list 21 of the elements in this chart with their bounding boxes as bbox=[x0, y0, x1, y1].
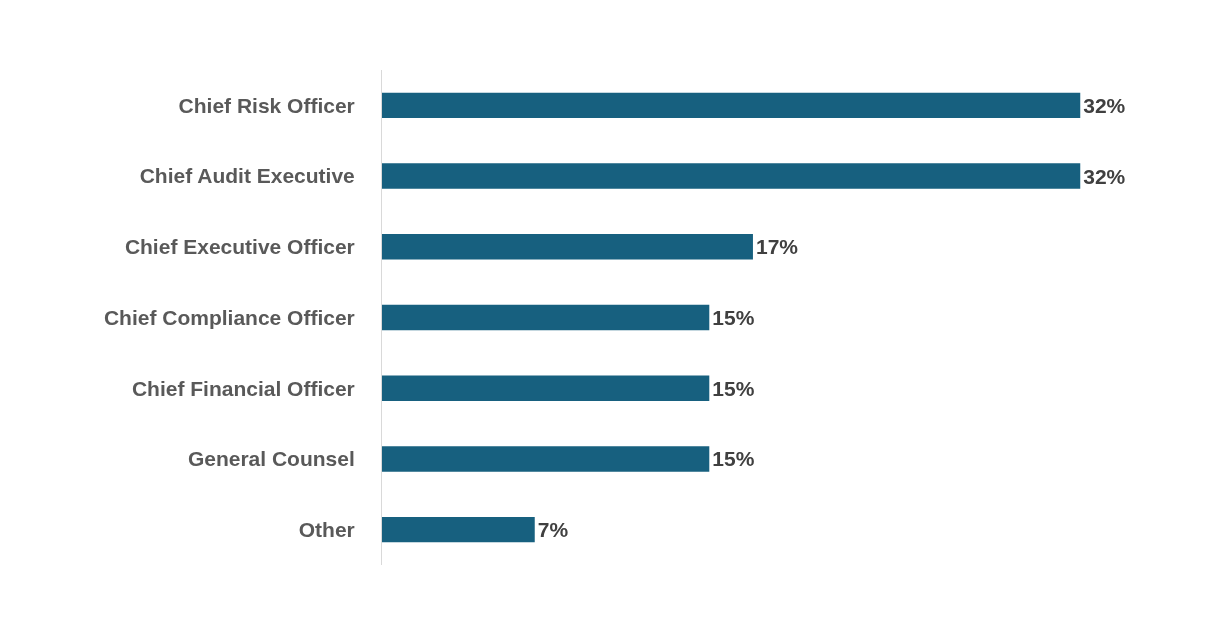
y-tick-label: Chief Risk Officer bbox=[178, 93, 355, 117]
data-label: 17% bbox=[755, 235, 799, 259]
y-tick-label: Chief Executive Officer bbox=[124, 235, 355, 259]
y-tick-label: Chief Financial Officer bbox=[131, 376, 355, 400]
data-label: 32% bbox=[1083, 164, 1126, 188]
y-tick-label: Chief Audit Executive bbox=[139, 164, 355, 188]
y-tick-label: Other bbox=[298, 517, 355, 541]
bar bbox=[382, 516, 535, 543]
bar bbox=[382, 234, 753, 260]
bar bbox=[382, 446, 710, 472]
bar bbox=[382, 163, 1081, 189]
y-tick-label: Chief Compliance Officer bbox=[103, 305, 355, 329]
data-label: 15% bbox=[712, 447, 755, 471]
data-label: 32% bbox=[1083, 93, 1126, 117]
bar bbox=[382, 92, 1081, 119]
data-label: 7% bbox=[537, 518, 569, 542]
y-tick-label: General Counsel bbox=[187, 447, 355, 471]
data-label: 15% bbox=[712, 376, 755, 400]
data-label: 15% bbox=[712, 306, 755, 329]
bar bbox=[382, 375, 710, 401]
bar bbox=[382, 304, 710, 331]
